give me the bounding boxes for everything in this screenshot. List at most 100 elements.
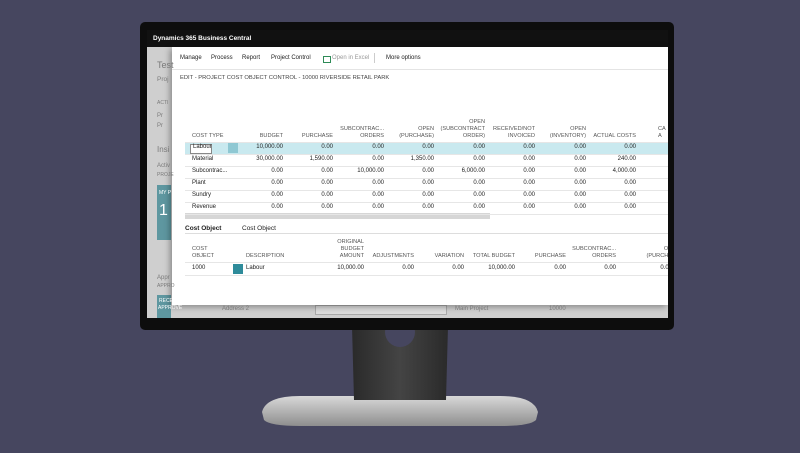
column-header: OPEN (SUBCONTRACT ORDER) (440, 119, 485, 139)
table-cell: 0.00 (523, 144, 535, 150)
column-header: VARIATION (434, 253, 464, 259)
toolbar (172, 47, 668, 70)
table-cell: Revenue (192, 204, 217, 210)
table-cell: Subcontrac... (192, 168, 228, 174)
column-header: ADJUSTMENTS (372, 253, 414, 259)
toolbar-button[interactable]: Process (211, 55, 233, 61)
dialog: Manage Process Report Project Control Open i… (172, 47, 668, 305)
toolbar-button[interactable]: More options (386, 55, 421, 61)
separator (374, 53, 375, 63)
background-text: 1 (159, 202, 168, 219)
table-cell: 0.00 (574, 168, 586, 174)
table-cell: 0.00 (271, 204, 283, 210)
column-header: OPEN (PURCHASE) (399, 126, 434, 139)
background-text: APPROVE (158, 305, 183, 311)
background-text: Activ (157, 163, 171, 169)
background-text: Pr (157, 113, 163, 119)
table-cell: 0.00 (624, 144, 636, 150)
table-cell: 0.00 (271, 168, 283, 174)
table-cell: 0.00 (321, 180, 333, 186)
table-cell: 0.00 (574, 204, 586, 210)
table-cell: 0.00 (473, 156, 485, 162)
table-cell: Labour (193, 144, 212, 150)
table-cell: 0.00 (372, 180, 384, 186)
background-text: APPRO (157, 283, 175, 289)
row-line (185, 262, 668, 263)
background-text: ACTI (157, 100, 169, 106)
column-header: TOTAL BUDGET (472, 253, 515, 259)
stand-neck (352, 326, 448, 400)
table-cell: 0.00 (523, 168, 535, 174)
background-text: Appr (157, 275, 170, 281)
table-cell: 0.00 (372, 192, 384, 198)
table-cell: 0.00 (574, 192, 586, 198)
tab[interactable]: Cost Object (185, 225, 222, 232)
table-cell: 10,000.00 (337, 265, 364, 271)
table-cell: 10,000.00 (256, 144, 283, 150)
table-cell: 10,000.00 (357, 168, 384, 174)
scrollbar[interactable] (185, 213, 490, 219)
table-cell: 6,000.00 (461, 168, 485, 174)
table-cell: 0.00 (321, 144, 333, 150)
column-header: COST TYPE (192, 133, 224, 139)
table-cell: Sundry (192, 192, 212, 198)
table-cell: 0.00 (624, 204, 636, 210)
row-line (185, 275, 668, 276)
column-header: OPEN (INVENTORY) (549, 126, 586, 139)
table-cell: 4,000.00 (612, 168, 636, 174)
column-header: PURCHASE (301, 133, 333, 139)
table-cell: Labour (246, 265, 265, 271)
table-cell: 1,350.00 (410, 156, 434, 162)
table-cell: 0.00 (422, 144, 434, 150)
tile (157, 295, 171, 318)
background-text: 10000 (549, 306, 566, 312)
tab[interactable]: Cost Object (242, 225, 276, 232)
column-header: CA A (658, 126, 666, 139)
table-cell: 0.00 (604, 265, 616, 271)
table-cell: 0.00 (574, 180, 586, 186)
table-cell: 0.00 (523, 204, 535, 210)
background-text: Pr (157, 123, 163, 129)
row-menu[interactable] (233, 264, 243, 274)
table-cell: 0.00 (473, 192, 485, 198)
toolbar-button[interactable]: Project Control (271, 55, 311, 61)
column-header: ORIGINAL BUDGET AMOUNT (337, 239, 364, 259)
divider (185, 233, 668, 234)
table-cell: 0.00 (523, 180, 535, 186)
column-header: BUDGET (259, 133, 283, 139)
column-header: SUBCONTRAC... ORDERS (340, 126, 384, 139)
table-cell: 0.00 (473, 180, 485, 186)
row-line (185, 154, 668, 155)
table-cell: 0.00 (473, 144, 485, 150)
table-cell: 0.00 (422, 180, 434, 186)
row-menu[interactable] (228, 143, 238, 153)
table-cell: Plant (192, 180, 206, 186)
background-text: Proj (157, 76, 169, 83)
row-line (185, 178, 668, 179)
tile (157, 185, 171, 240)
table-cell: Material (192, 156, 214, 162)
row-highlight (185, 143, 668, 154)
row-line (185, 166, 668, 167)
table-cell: 0.00 (574, 144, 586, 150)
column-header: OP (PURCHA (646, 246, 668, 259)
table-cell: 0.00 (473, 204, 485, 210)
table-cell: 0.00 (660, 265, 668, 271)
stand-base (262, 396, 538, 426)
row-line (185, 214, 668, 215)
toolbar-button[interactable]: Manage (180, 55, 202, 61)
table-cell: 0.00 (523, 156, 535, 162)
table-cell: 0.00 (624, 180, 636, 186)
table-cell: 240.00 (617, 156, 636, 162)
app-bar (147, 30, 668, 47)
column-header: RECEIVED/NOT INVOICED (493, 126, 535, 139)
toolbar-button[interactable]: Report (242, 55, 261, 61)
app-title: Dynamics 365 Business Central (153, 35, 252, 42)
table-cell: 0.00 (372, 144, 384, 150)
background-text: Address 2 (222, 306, 250, 312)
table-cell: 0.00 (554, 265, 566, 271)
background-text: Main Project (455, 306, 489, 312)
toolbar-button[interactable]: Open in Excel (332, 55, 370, 61)
table-cell: 0.00 (422, 192, 434, 198)
